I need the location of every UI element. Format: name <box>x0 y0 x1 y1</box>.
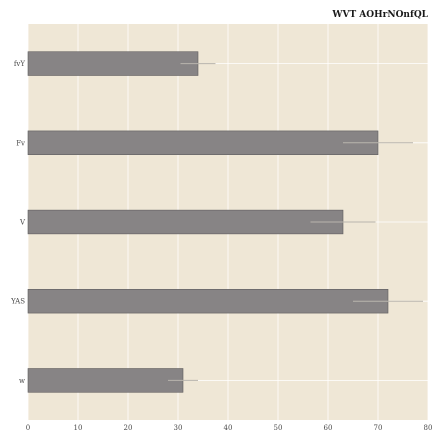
x-tick-label-8: 80 <box>424 424 433 432</box>
category-label-Fv: Fv <box>16 139 25 147</box>
bar-w <box>27 368 184 393</box>
chart-title: WVT AOHrNOnfQL <box>331 10 428 20</box>
x-tick-label-0: 0 <box>26 424 30 432</box>
category-label-w: w <box>19 377 25 385</box>
bar-fvY <box>27 51 199 76</box>
error-bars <box>168 63 423 381</box>
category-labels: fvY Fv V YAS w <box>10 60 26 385</box>
x-tick-label-2: 20 <box>124 424 133 432</box>
bar-YAS <box>27 289 389 314</box>
x-tick-label-6: 60 <box>324 424 333 432</box>
bar-V <box>27 209 344 235</box>
category-label-fvY: fvY <box>14 60 26 68</box>
bars <box>27 51 389 393</box>
x-tick-labels: 0 10 20 30 40 50 60 70 80 <box>26 424 433 432</box>
category-label-V: V <box>19 219 26 227</box>
bar-Fv <box>27 130 379 155</box>
category-label-YAS: YAS <box>10 298 25 306</box>
x-tick-label-3: 30 <box>174 424 183 432</box>
x-tick-label-5: 50 <box>274 424 283 432</box>
x-tick-label-7: 70 <box>374 424 383 432</box>
x-tick-label-1: 10 <box>74 424 83 432</box>
x-tick-label-4: 40 <box>224 424 233 432</box>
